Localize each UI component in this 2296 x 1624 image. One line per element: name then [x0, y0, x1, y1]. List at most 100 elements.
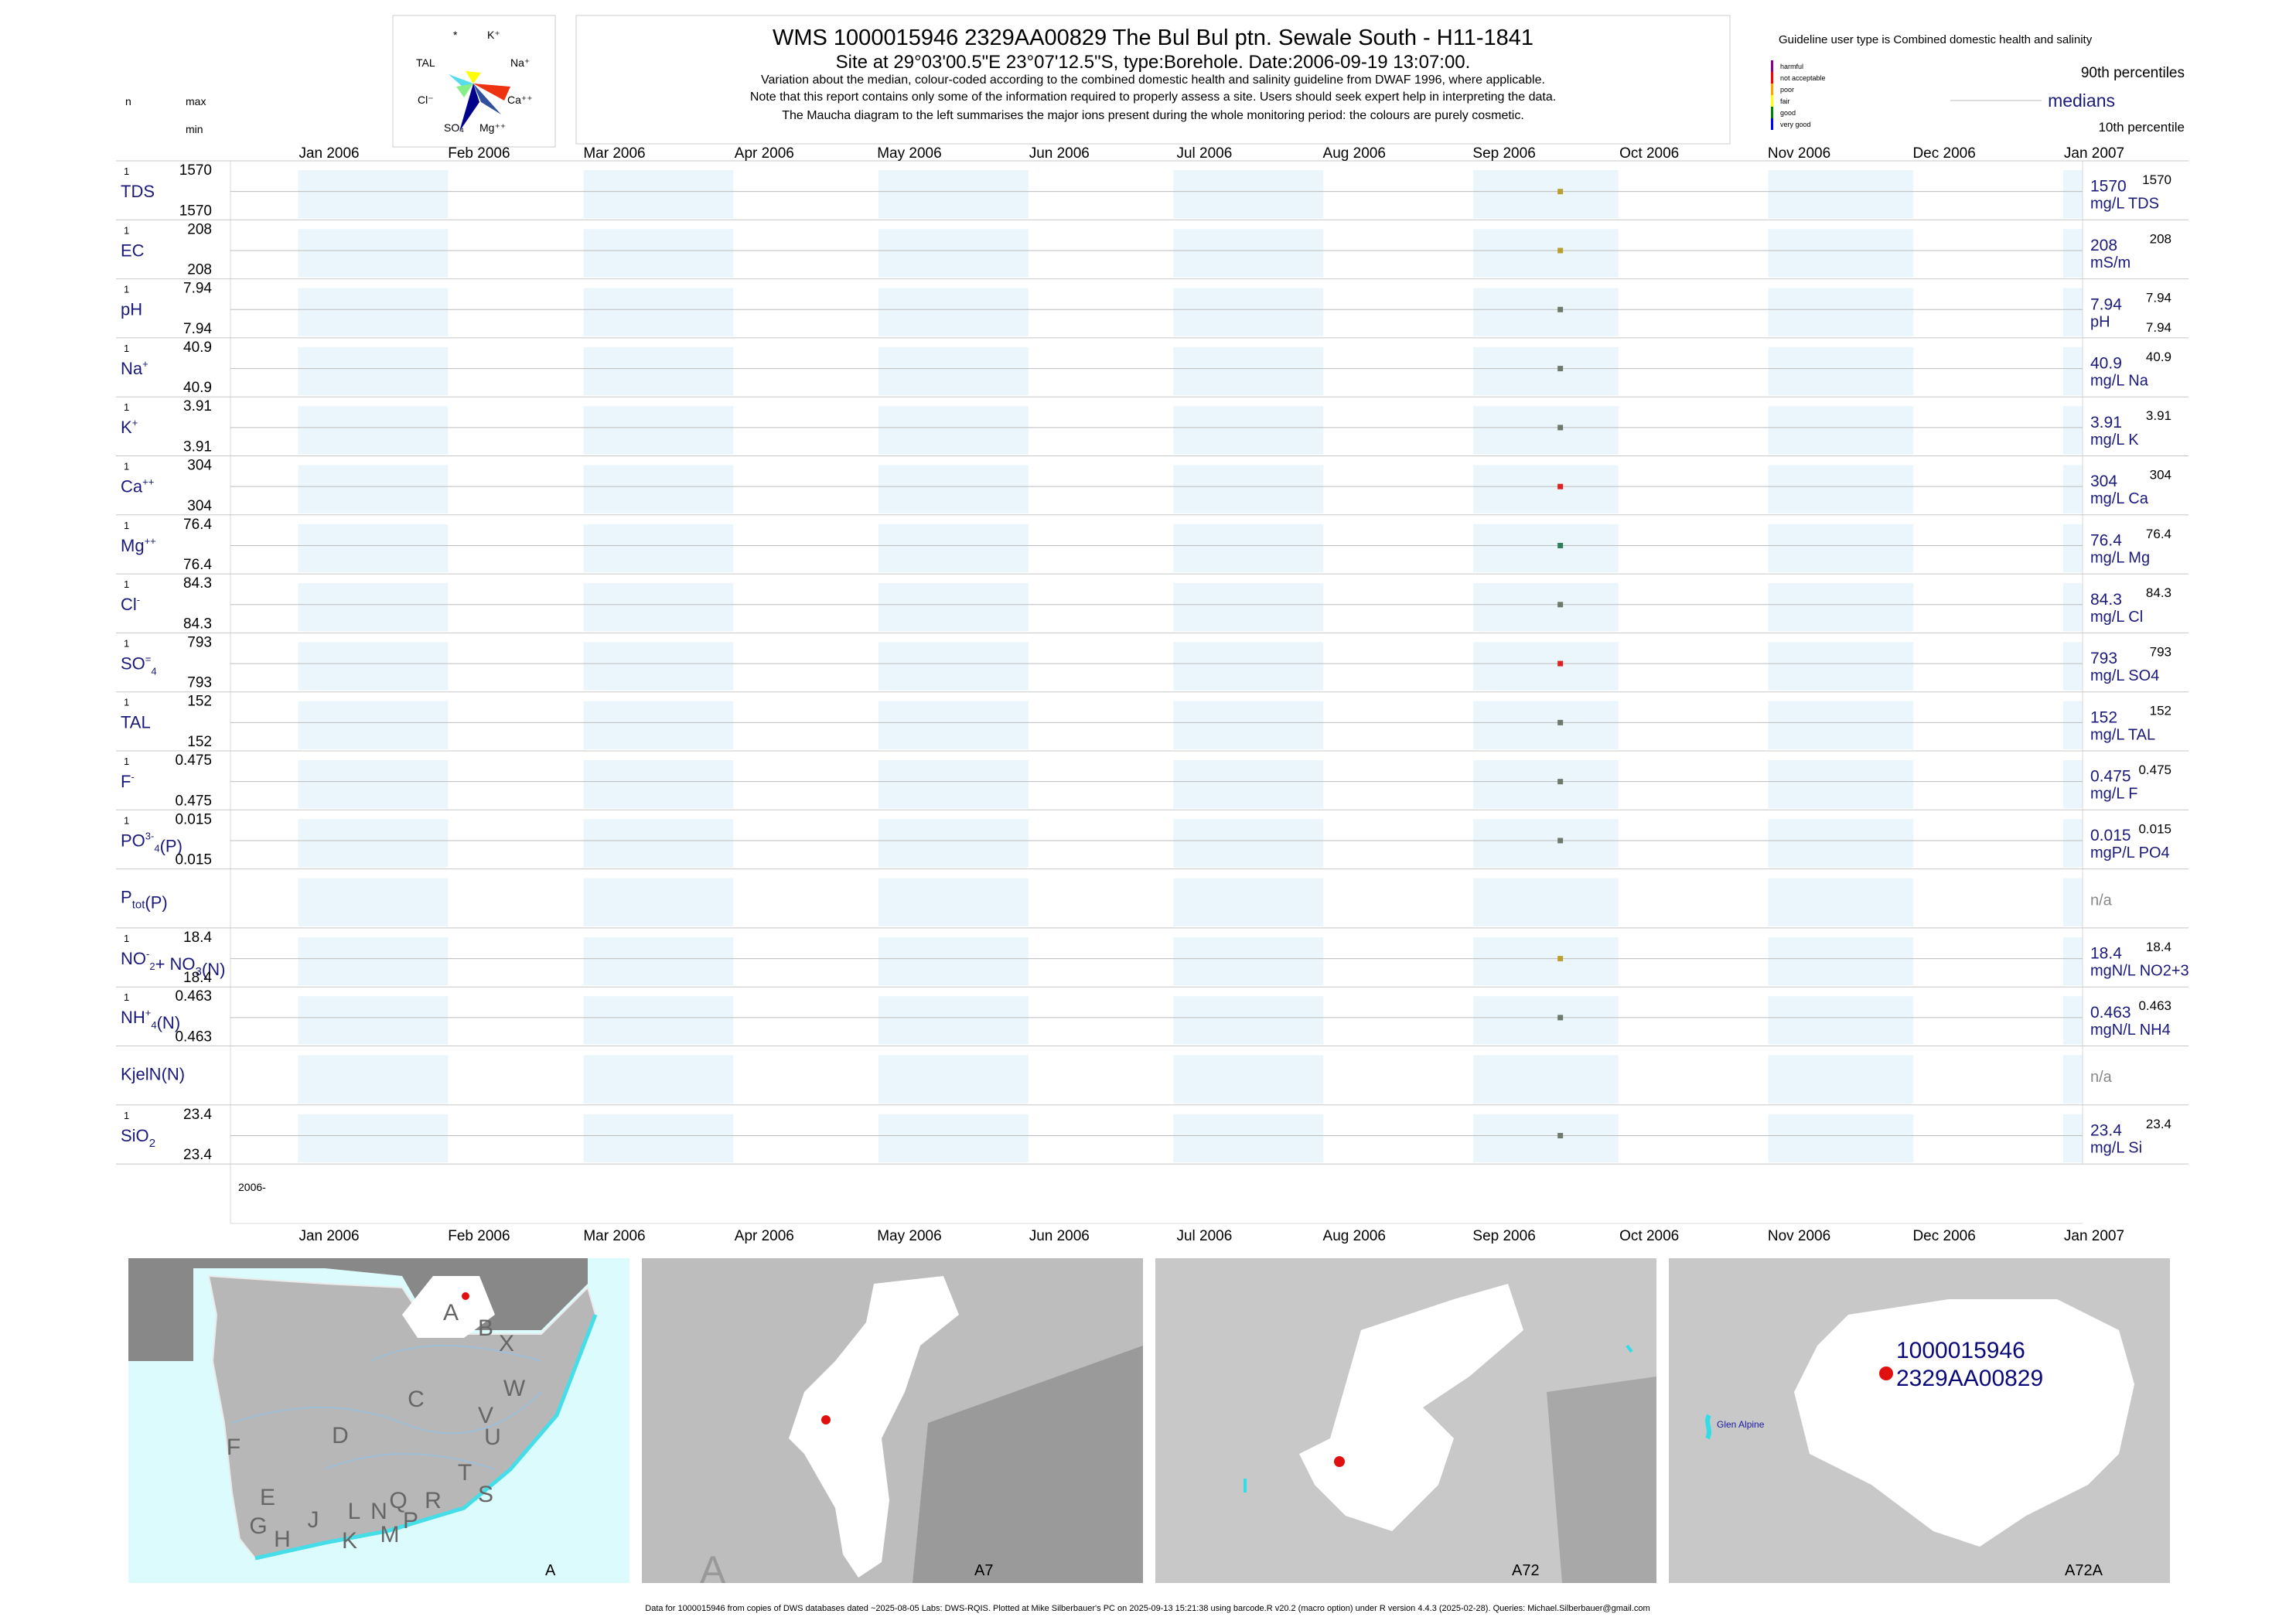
unit-label: mg/L K — [2090, 432, 2139, 449]
x-tick-label-bottom: Jan 2007 — [2064, 1228, 2124, 1244]
month-band — [1768, 701, 1914, 749]
median-value: 84.3 — [2090, 591, 2122, 609]
min-value: 76.4 — [183, 557, 212, 573]
x-tick-label-top: Dec 2006 — [1912, 145, 1975, 162]
x-tick-label-bottom: Jun 2006 — [1029, 1228, 1090, 1244]
month-band — [1473, 524, 1619, 573]
p90-value: 84.3 — [2146, 585, 2171, 600]
median-value: 0.015 — [2090, 827, 2131, 844]
maucha-ray-red — [473, 84, 510, 101]
max-value: 208 — [187, 221, 212, 237]
legend: Guideline user type is Combined domestic… — [1771, 33, 2185, 135]
report-title: WMS 1000015946 2329AA00829 The Bul Bul p… — [773, 26, 1534, 50]
month-band — [1473, 996, 1619, 1045]
min-value: 152 — [187, 734, 212, 750]
maucha-label: * — [453, 29, 458, 41]
parameter-label: K+ — [121, 417, 138, 437]
map-coast — [254, 1314, 598, 1561]
month-band — [1768, 229, 1914, 278]
legend-p10: 10th percentile — [2098, 120, 2185, 135]
month-band — [298, 937, 449, 986]
parameter-label: Mg++ — [121, 535, 156, 555]
site-line: Site at 29°03'00.5"E 23°07'12.5"S, type:… — [836, 52, 1471, 73]
month-band — [1173, 346, 1324, 396]
max-value: 0.475 — [175, 752, 212, 769]
month-band — [583, 642, 734, 691]
maucha-label: Na⁺ — [510, 56, 530, 69]
month-band — [1768, 583, 1914, 632]
month-band — [878, 583, 1029, 632]
sample-point — [1557, 306, 1564, 312]
median-value: 76.4 — [2090, 531, 2122, 549]
map-region-label: P — [403, 1508, 418, 1534]
sample-count: 1 — [124, 991, 129, 1003]
month-band — [298, 701, 449, 749]
month-band — [1473, 642, 1619, 691]
x-tick-label-bottom: Aug 2006 — [1323, 1228, 1386, 1244]
month-band — [1768, 1055, 1914, 1104]
p10-value: 7.94 — [2146, 320, 2171, 335]
sample-point — [1557, 189, 1564, 195]
x-tick-label-bottom: Apr 2006 — [735, 1228, 794, 1244]
month-band — [1768, 170, 1914, 219]
p90-value: 7.94 — [2146, 291, 2171, 305]
map-region-label: X — [499, 1331, 514, 1356]
month-band — [298, 996, 449, 1045]
x-tick-label-bottom: Jul 2006 — [1176, 1228, 1232, 1244]
map-region-label: Q — [389, 1488, 407, 1513]
month-band — [583, 760, 734, 809]
unit-label: mS/m — [2090, 254, 2131, 271]
unit-label: mg/L SO4 — [2090, 667, 2159, 684]
sample-point — [1557, 602, 1564, 608]
sample-point — [1557, 838, 1564, 844]
map-a72-caption: A72 — [1512, 1562, 1540, 1579]
median-value: 152 — [2090, 708, 2117, 726]
sample-count: 1 — [124, 520, 129, 531]
parameter-label: EC — [121, 241, 145, 260]
month-band — [2062, 760, 2083, 809]
x-tick-label-top: Sep 2006 — [1472, 145, 1535, 162]
legend-class-swatch — [1771, 118, 1773, 130]
median-value: 304 — [2090, 473, 2117, 490]
min-value: 18.4 — [183, 970, 212, 986]
month-band — [583, 701, 734, 749]
maucha-label: TAL — [416, 56, 435, 69]
max-value: 23.4 — [183, 1107, 212, 1123]
month-band — [2062, 642, 2083, 691]
month-band — [878, 229, 1029, 278]
x-year-label: 2006- — [238, 1181, 266, 1193]
month-band — [2062, 583, 2083, 632]
x-tick-label-top: Jun 2006 — [1029, 145, 1090, 162]
month-band — [878, 288, 1029, 336]
map-water — [1244, 1344, 1633, 1493]
x-tick-label-bottom: Mar 2006 — [583, 1228, 645, 1244]
month-band — [1473, 346, 1619, 396]
map-site-code: 2329AA00829 — [1896, 1366, 2043, 1391]
parameter-label: KjelN(N) — [121, 1065, 185, 1084]
map-site-id: 1000015946 — [1896, 1338, 2025, 1363]
map-region-label: L — [348, 1499, 361, 1524]
sample-count: 1 — [124, 1110, 129, 1121]
sample-point — [1557, 425, 1564, 431]
legend-class-swatch — [1771, 72, 1773, 84]
month-band — [583, 524, 734, 573]
min-value: 208 — [187, 262, 212, 278]
map-catchment-a7 — [789, 1276, 959, 1578]
footer-note: Data for 1000015946 from copies of DWS d… — [645, 1604, 1650, 1613]
month-band — [1173, 465, 1324, 513]
month-band — [298, 878, 449, 926]
p90-value: 304 — [2150, 468, 2171, 483]
x-tick-label-top: Jul 2006 — [1176, 145, 1232, 162]
maucha-ray-slate — [473, 84, 501, 114]
map-catchment-a72a — [1794, 1299, 2134, 1547]
month-band — [298, 170, 449, 219]
x-tick-label-bottom: Feb 2006 — [448, 1228, 510, 1244]
map-a72: A72 — [1155, 1258, 1656, 1583]
month-band — [2062, 1114, 2083, 1163]
month-band — [2062, 524, 2083, 573]
map-region-label: T — [458, 1460, 472, 1486]
month-band — [1473, 288, 1619, 336]
parameter-label: NH+4(N) — [121, 1007, 180, 1032]
median-na: n/a — [2090, 892, 2113, 909]
min-value: 793 — [187, 675, 212, 691]
